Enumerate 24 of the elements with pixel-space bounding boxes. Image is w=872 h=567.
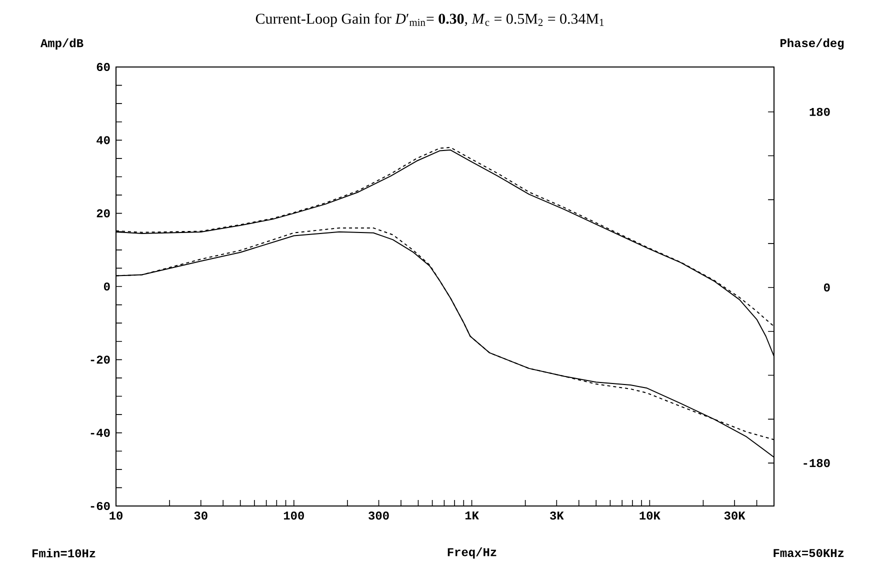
text: Fmax=50KHz <box>774 548 844 558</box>
y-tick-label: 20 <box>96 209 110 218</box>
y-axis-title: Amp/dB <box>40 38 84 50</box>
x-tick-label: 3K <box>550 512 564 520</box>
x-tick-label: 30 <box>194 512 208 520</box>
x-tick-label: 100 <box>284 512 304 520</box>
y-tick-label: 40 <box>96 136 110 144</box>
y2-axis-title: Phase/deg <box>780 38 844 50</box>
y-tick-label: -60 <box>90 502 110 510</box>
chart-title: Current-Loop Gain for D′$_{min}$= 0.30, M$_{c}$ = 0.5M$_{2}$ = 0.34M$_{1}$ <box>256 13 604 27</box>
x-tick-label: 10K <box>640 512 660 520</box>
y-tick-label: -20 <box>90 356 110 364</box>
x-tick-label: 300 <box>368 512 389 520</box>
x-axis-title: Freq/Hz <box>448 547 496 559</box>
y2-tick-label: 180 <box>810 108 830 116</box>
x-tick-label: 1K <box>465 512 479 520</box>
y2-tick-label: -180 <box>804 459 830 468</box>
text: Fmin=10Hz <box>32 548 96 558</box>
y-tick-label: 0 <box>104 282 110 291</box>
x-tick-label: 30K <box>724 512 746 520</box>
y2-tick-label: 0 <box>824 283 830 292</box>
y-tick-label: 60 <box>96 62 110 72</box>
x-tick-label: 10 <box>110 512 122 520</box>
y-tick-label: -40 <box>90 428 110 437</box>
